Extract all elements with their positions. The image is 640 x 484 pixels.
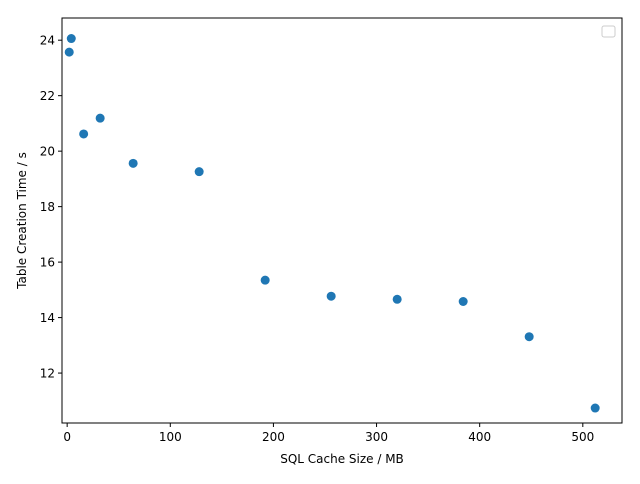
x-tick-label: 100 xyxy=(159,430,182,444)
x-tick-label: 500 xyxy=(571,430,594,444)
x-tick-label: 300 xyxy=(365,430,388,444)
y-tick-label: 16 xyxy=(40,256,55,270)
data-point xyxy=(194,167,204,177)
y-axis-label: Table Creation Time / s xyxy=(15,152,29,290)
data-point xyxy=(590,403,600,413)
y-tick-label: 22 xyxy=(40,89,55,103)
y-tick-label: 24 xyxy=(40,34,55,48)
y-tick-label: 18 xyxy=(40,200,55,214)
legend xyxy=(601,25,616,38)
y-tick-label: 20 xyxy=(40,145,55,159)
data-point xyxy=(95,113,105,123)
x-axis-label: SQL Cache Size / MB xyxy=(280,452,404,466)
x-tick-label: 0 xyxy=(63,430,71,444)
x-tick-label: 200 xyxy=(262,430,285,444)
y-tick-label: 14 xyxy=(40,311,55,325)
data-point xyxy=(128,158,138,168)
data-point xyxy=(524,332,534,342)
x-tick-label: 400 xyxy=(468,430,491,444)
data-point xyxy=(458,297,468,306)
data-point xyxy=(260,275,270,285)
y-tick-label: 12 xyxy=(40,367,55,381)
data-point xyxy=(66,34,76,44)
data-point xyxy=(392,294,402,304)
data-point xyxy=(64,47,74,57)
data-point xyxy=(326,291,336,301)
data-point xyxy=(79,129,89,139)
plot-area-frame xyxy=(61,17,623,424)
